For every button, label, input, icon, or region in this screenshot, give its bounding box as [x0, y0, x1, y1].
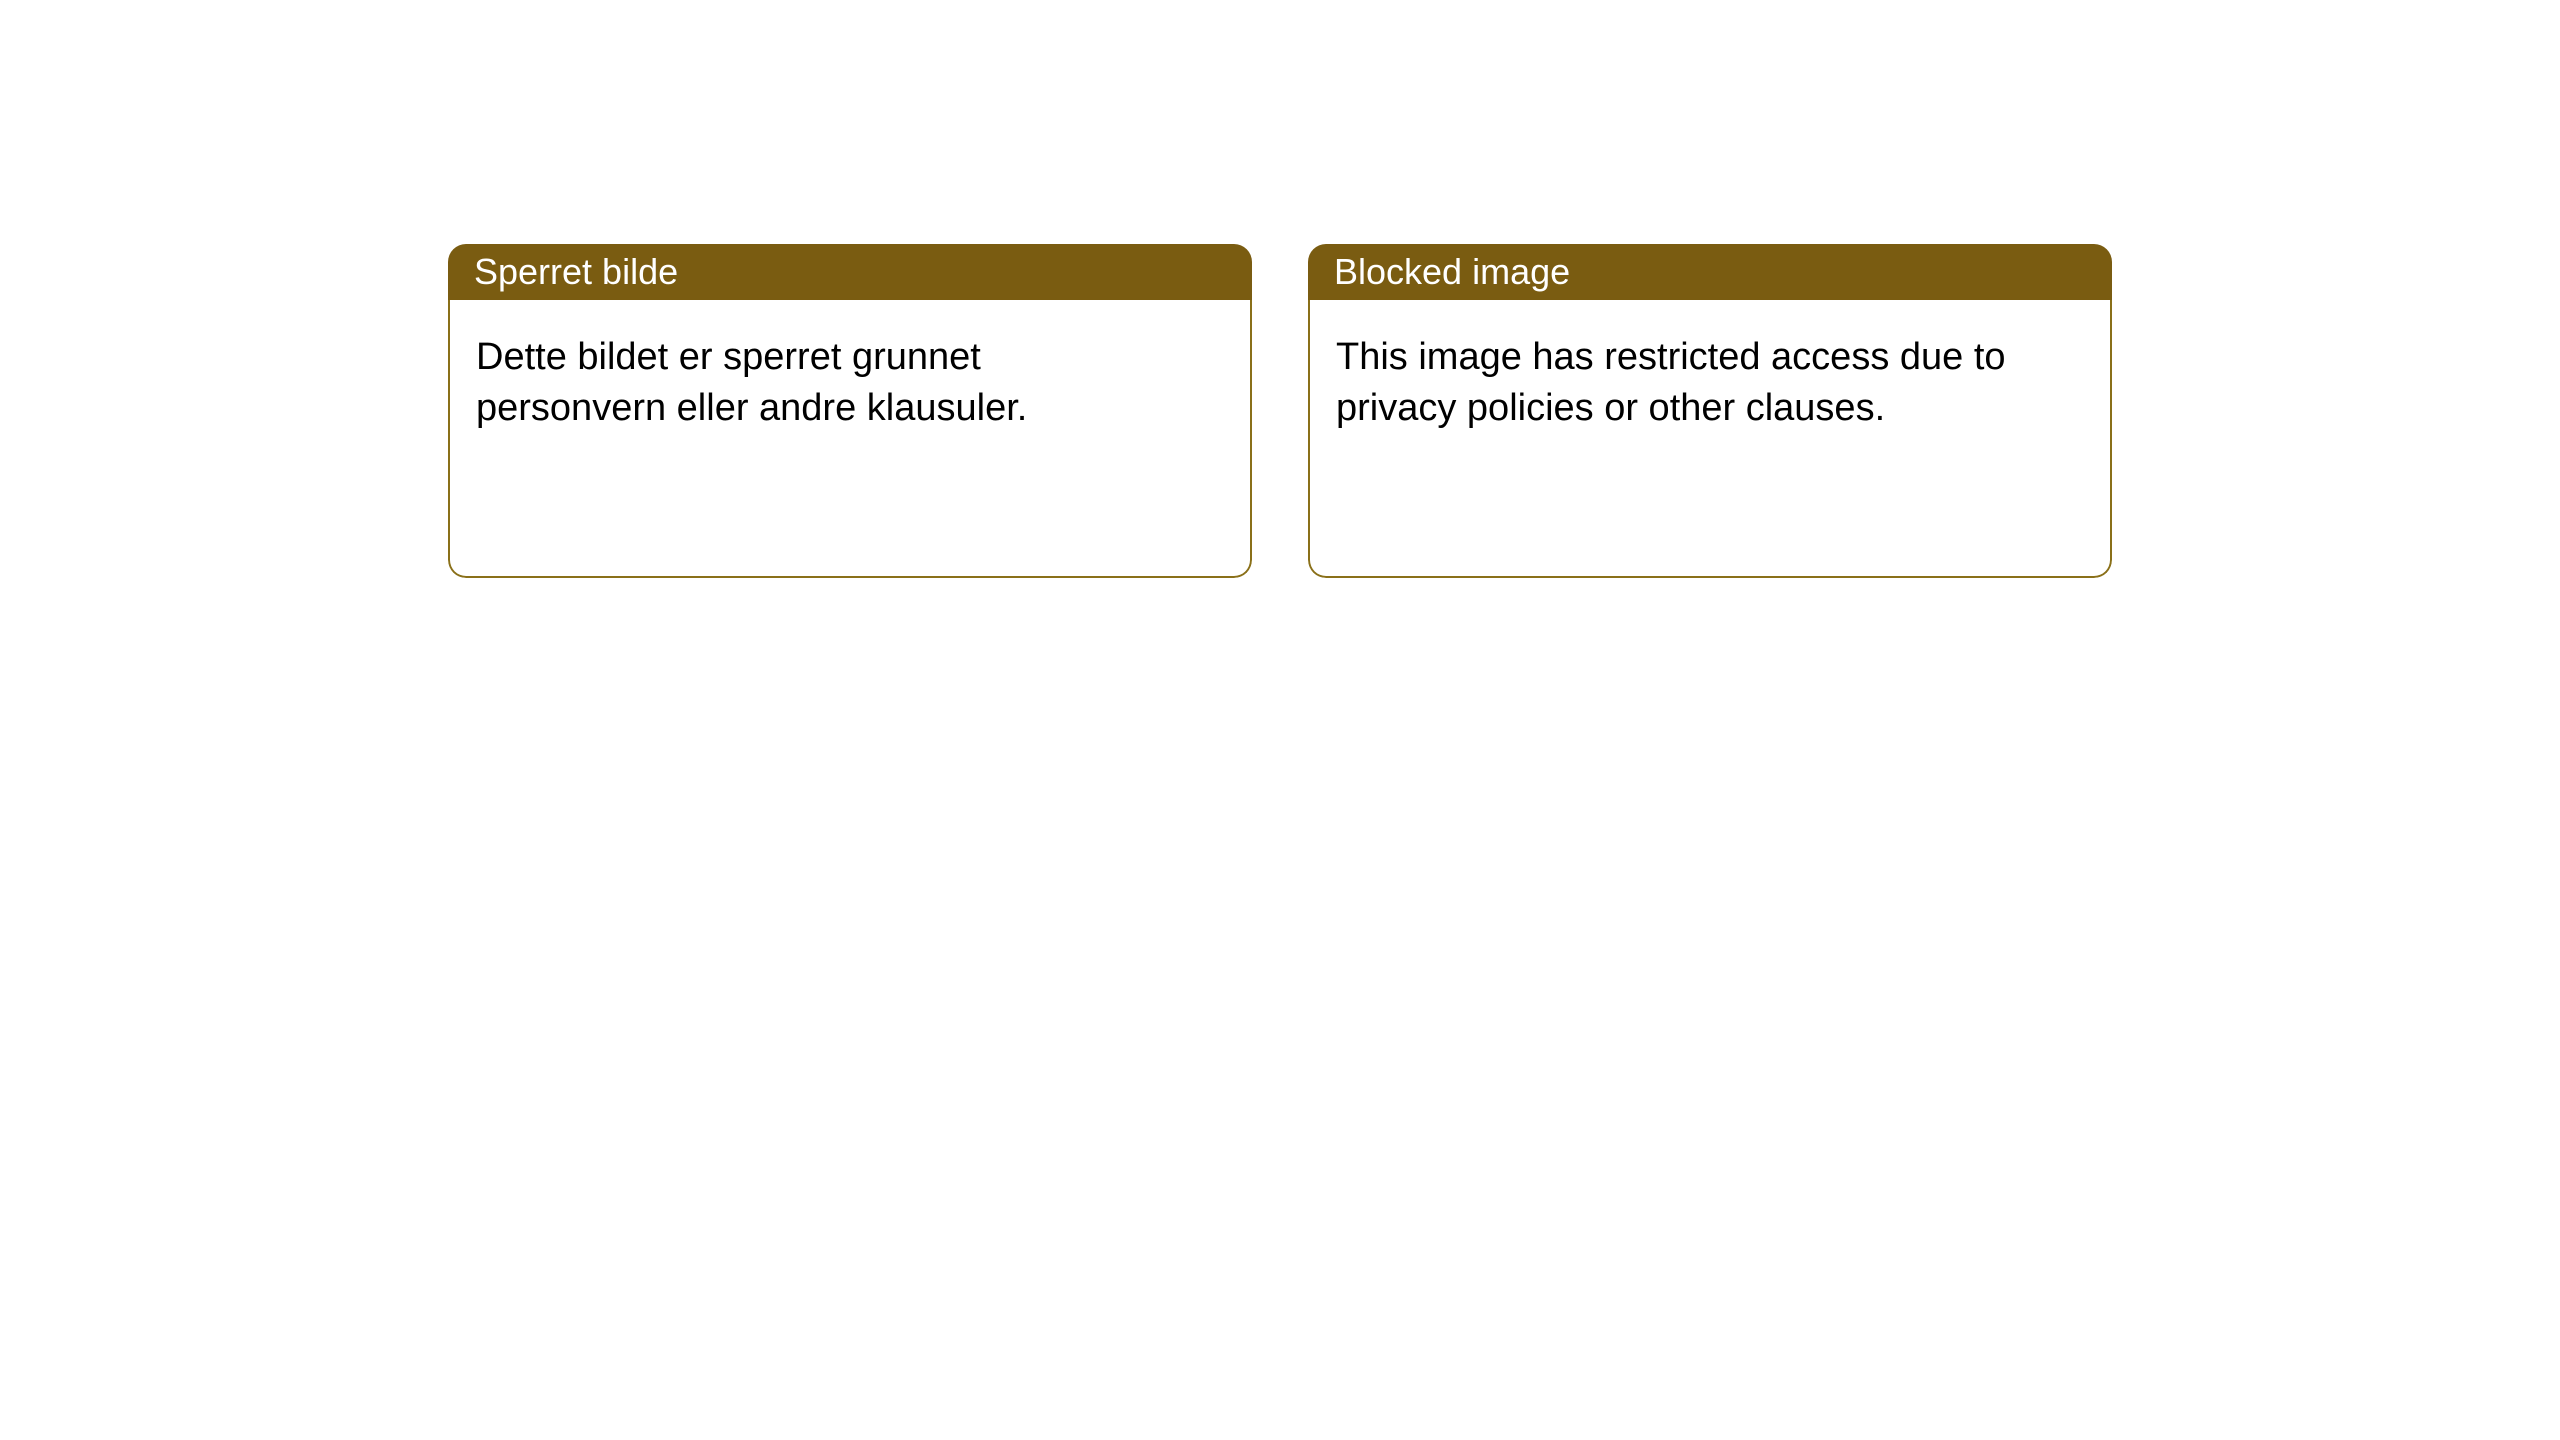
notice-card-english: Blocked image This image has restricted … — [1308, 244, 2112, 578]
notice-card-title: Sperret bilde — [448, 244, 1252, 300]
notice-card-body: This image has restricted access due to … — [1308, 300, 2112, 578]
notice-card-norwegian: Sperret bilde Dette bildet er sperret gr… — [448, 244, 1252, 578]
notice-card-body: Dette bildet er sperret grunnet personve… — [448, 300, 1252, 578]
notice-cards-container: Sperret bilde Dette bildet er sperret gr… — [448, 244, 2112, 578]
notice-card-title: Blocked image — [1308, 244, 2112, 300]
